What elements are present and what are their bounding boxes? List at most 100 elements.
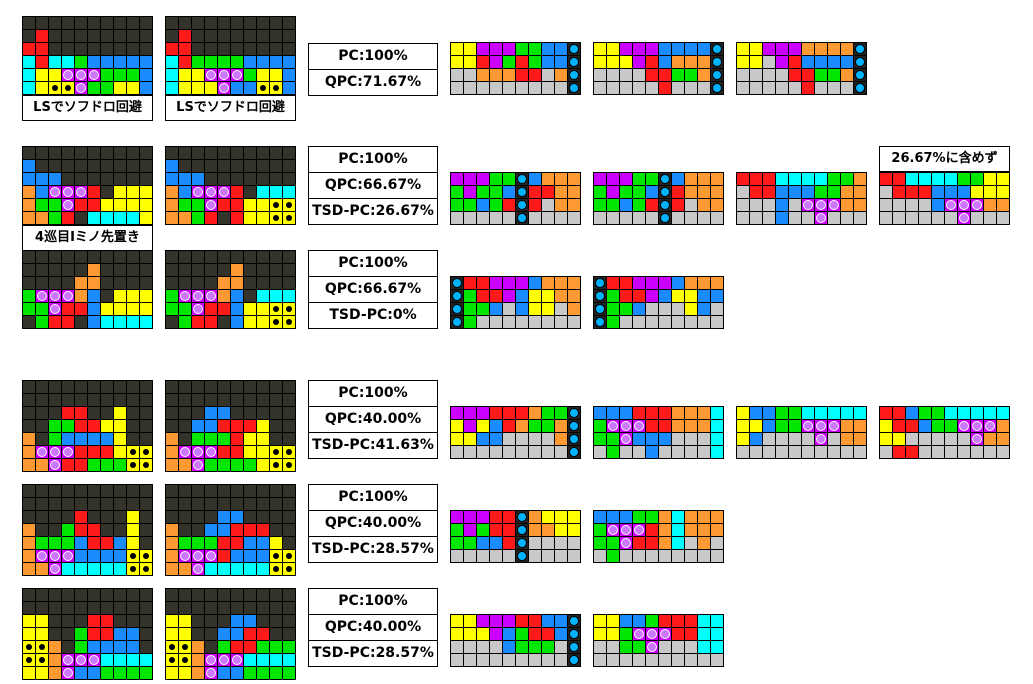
board-cell <box>283 524 295 536</box>
board-cell <box>711 433 723 445</box>
board-cell <box>555 628 567 640</box>
board-cell <box>205 589 217 601</box>
board-cell <box>36 433 48 445</box>
board-cell <box>88 381 100 393</box>
purple-marker-icon <box>621 538 631 548</box>
board-cell <box>101 537 113 549</box>
board-cell <box>244 615 256 627</box>
board-cell <box>127 433 139 445</box>
board-cell <box>88 56 100 68</box>
board-cell <box>36 30 48 42</box>
board-cell <box>231 602 243 614</box>
board-cell <box>244 17 256 29</box>
board-cell <box>555 615 567 627</box>
board-cell <box>555 654 567 666</box>
board-cell <box>516 615 528 627</box>
black-marker-icon <box>273 553 279 559</box>
board-cell <box>23 394 35 406</box>
board-cell <box>114 82 126 94</box>
board-cell <box>49 394 61 406</box>
purple-marker-icon <box>816 213 826 223</box>
board-cell <box>49 199 61 211</box>
board-cell <box>192 485 204 497</box>
board-cell <box>101 160 113 172</box>
board-cell <box>23 524 35 536</box>
board-cell <box>880 199 892 211</box>
board-cell <box>828 82 840 94</box>
board-cell <box>698 641 710 653</box>
board-cell <box>114 563 126 575</box>
board-cell <box>270 173 282 185</box>
board-cell <box>23 667 35 679</box>
board-cell <box>529 277 541 289</box>
board-cell <box>192 524 204 536</box>
board-cell <box>464 537 476 549</box>
board-cell <box>140 316 152 328</box>
board-cell <box>244 160 256 172</box>
board-cell <box>270 30 282 42</box>
board-cell <box>127 394 139 406</box>
board-cell <box>244 173 256 185</box>
board-cell <box>841 186 853 198</box>
board-cell <box>127 56 139 68</box>
board-cell <box>464 290 476 302</box>
board-cell <box>257 264 269 276</box>
board-cell <box>555 433 567 445</box>
board-cell <box>698 69 710 81</box>
board-cell <box>140 628 152 640</box>
board-cell <box>192 667 204 679</box>
board-cell <box>36 498 48 510</box>
board-cell <box>75 641 87 653</box>
board-cell <box>218 290 230 302</box>
board-cell <box>192 43 204 55</box>
board-cell <box>244 264 256 276</box>
board-cell <box>477 199 489 211</box>
board-cell <box>88 420 100 432</box>
board-cell <box>529 420 541 432</box>
board-cell <box>490 290 502 302</box>
purple-marker-icon <box>76 70 86 80</box>
board-cell <box>542 173 554 185</box>
board-cell <box>192 420 204 432</box>
blue-marker-icon <box>569 44 579 54</box>
board-cell <box>75 56 87 68</box>
board-cell <box>776 407 788 419</box>
purple-marker-icon <box>206 291 216 301</box>
board-cell <box>841 69 853 81</box>
board-cell <box>205 433 217 445</box>
board-r6b <box>165 588 296 680</box>
purple-marker-icon <box>621 434 631 444</box>
board-cell <box>815 56 827 68</box>
board-cell <box>179 615 191 627</box>
board-cell <box>620 43 632 55</box>
board-cell <box>594 446 606 458</box>
board-cell <box>179 160 191 172</box>
board-cell <box>192 264 204 276</box>
board-cell <box>503 550 515 562</box>
blue-marker-icon <box>569 421 579 431</box>
board-cell <box>789 212 801 224</box>
board-cell <box>49 667 61 679</box>
board-cell <box>711 277 723 289</box>
purple-marker-icon <box>634 629 644 639</box>
purple-marker-icon <box>816 434 826 444</box>
board-cell <box>685 277 697 289</box>
board-cell <box>140 537 152 549</box>
board-cell <box>62 316 74 328</box>
board-cell <box>244 303 256 315</box>
board-cell <box>62 277 74 289</box>
board-cell <box>945 446 957 458</box>
board-cell <box>711 303 723 315</box>
board-cell <box>205 485 217 497</box>
board-cell <box>88 485 100 497</box>
board-cell <box>555 56 567 68</box>
board-cell <box>231 17 243 29</box>
board-cell <box>270 641 282 653</box>
board-cell <box>542 316 554 328</box>
board-cell <box>776 433 788 445</box>
board-cell <box>101 277 113 289</box>
board-cell <box>477 433 489 445</box>
board-cell <box>763 82 775 94</box>
board-cell <box>205 43 217 55</box>
board-cell <box>114 407 126 419</box>
